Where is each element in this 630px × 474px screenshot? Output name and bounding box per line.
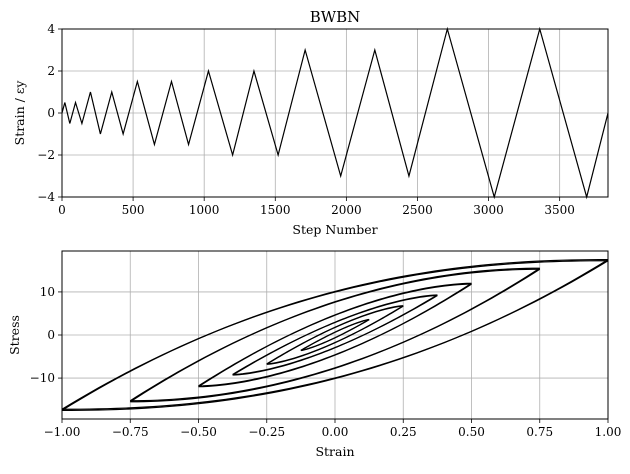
hysteresis-upper-branch	[300, 319, 370, 351]
y-tick-label: 4	[47, 22, 55, 36]
x-tick-label: 2000	[331, 203, 362, 217]
hysteresis-upper-branch	[198, 283, 472, 387]
y-axis-label: Stress	[7, 315, 22, 355]
x-tick-label: 500	[122, 203, 145, 217]
hysteresis-lower-branch	[129, 268, 540, 402]
y-tick-label: 0	[47, 328, 55, 342]
x-tick-label: 2500	[402, 203, 433, 217]
y-tick-label: 10	[40, 285, 55, 299]
y-axis-label: Strain / εy	[12, 80, 27, 146]
grid	[61, 28, 608, 198]
x-axis-label: Step Number	[292, 222, 377, 237]
y-tick-label: −4	[37, 190, 55, 204]
y-tick-label: −10	[30, 371, 55, 385]
series-group	[61, 259, 609, 411]
hysteresis-lower-branch	[198, 283, 472, 387]
x-tick-label: 3000	[473, 203, 504, 217]
x-tick-label: 0	[58, 203, 66, 217]
hysteresis-upper-branch	[232, 295, 438, 376]
x-tick-label: 1.00	[595, 425, 622, 439]
hysteresis-upper-branch	[61, 260, 609, 410]
x-tick-label: −0.75	[112, 425, 149, 439]
strain-history-chart: BWBN 0 500 1000 1500 2000 2500 3000 3500 −4 −2 0 2…	[12, 8, 609, 237]
x-axis-label: Strain	[315, 444, 354, 459]
hysteresis-chart: −1.00 −0.75 −0.50 −0.25 0.00 0.25 0.50 0.75 1.00…	[7, 250, 622, 459]
strain-series-line	[61, 26, 609, 200]
series-group	[61, 26, 609, 200]
x-tick-label: 0.50	[458, 425, 485, 439]
x-tick-label: 3500	[544, 203, 575, 217]
y-tick-label: −2	[37, 148, 55, 162]
x-tick-label: 1500	[260, 203, 291, 217]
x-tick-label: −0.25	[248, 425, 285, 439]
y-tick-label: 2	[47, 64, 55, 78]
x-axis: −1.00 −0.75 −0.50 −0.25 0.00 0.25 0.50 0.75 1.00	[44, 419, 622, 439]
hysteresis-lower-branch	[300, 319, 370, 351]
y-axis: −4 −2 0 2 4	[37, 22, 62, 204]
y-axis: −10 0 10	[30, 285, 62, 385]
chart-title: BWBN	[310, 8, 361, 26]
hysteresis-lower-branch	[232, 294, 438, 375]
x-axis: 0 500 1000 1500 2000 2500 3000 3500	[58, 197, 575, 217]
x-tick-label: −0.50	[180, 425, 217, 439]
hysteresis-upper-branch	[266, 305, 404, 365]
x-tick-label: 0.00	[322, 425, 349, 439]
grid	[61, 251, 609, 419]
hysteresis-lower-branch	[266, 305, 404, 365]
hysteresis-lower-branch	[61, 260, 609, 410]
hysteresis-upper-branch	[130, 268, 541, 402]
y-tick-label: 0	[47, 106, 55, 120]
x-tick-label: 1000	[189, 203, 220, 217]
x-tick-label: 0.75	[526, 425, 553, 439]
x-tick-label: −1.00	[44, 425, 81, 439]
x-tick-label: 0.25	[390, 425, 417, 439]
